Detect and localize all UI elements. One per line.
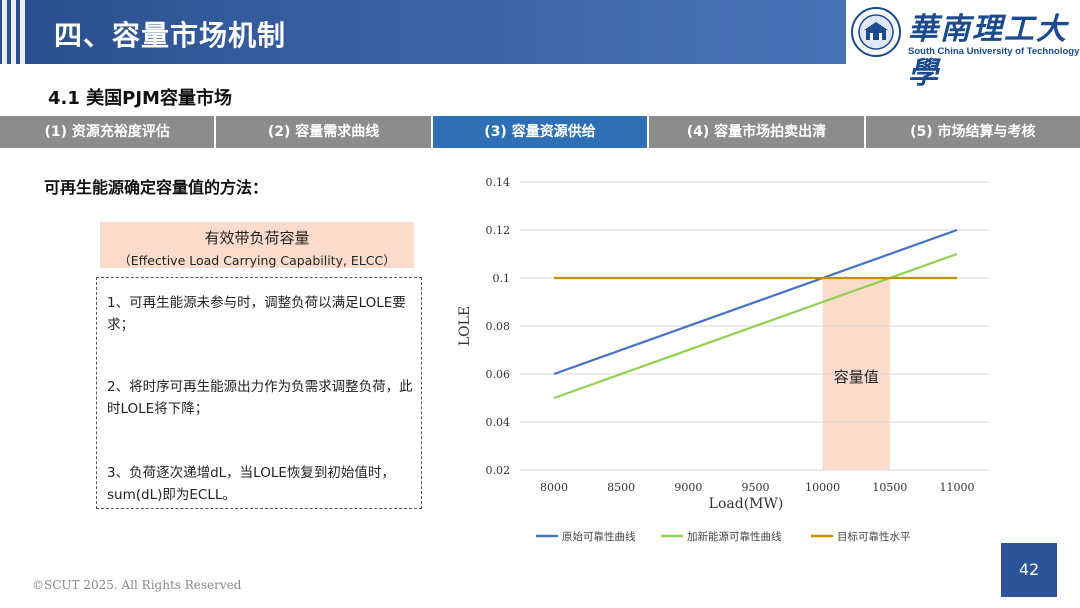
renewable-reliability-line — [553, 252, 958, 400]
y-tick-label: 0.06 — [486, 368, 511, 381]
section-subtitle: 4.1 美国PJM容量市场 — [48, 88, 232, 109]
steps-box: 1、可再生能源未参与时，调整负荷以满足LOLE要求； 2、将时序可再生能源出力作… — [96, 277, 422, 509]
tab-settlement[interactable]: (5) 市场结算与考核 — [865, 116, 1080, 148]
x-tick-label: 8500 — [607, 481, 635, 494]
method-heading: 可再生能源确定容量值的方法： — [44, 178, 269, 197]
page-title: 四、容量市场机制 — [54, 19, 287, 52]
lole-chart: 0.14 0.12 0.1 0.08 0.06 0.04 0.02 8000 8500 9000 9… — [457, 176, 990, 543]
topic-tabs: (1) 资源充裕度评估 (2) 容量需求曲线 (3) 容量资源供给 (4) 容量… — [0, 116, 1080, 148]
tab-auction-clearing[interactable]: (4) 容量市场拍卖出清 — [649, 116, 866, 148]
elcc-title: 有效带负荷容量 — [204, 229, 310, 247]
x-tick-label: 8000 — [540, 481, 568, 494]
y-tick-label: 0.08 — [486, 320, 511, 333]
y-tick-label: 0.14 — [486, 176, 511, 189]
logo-chinese-name: 華南理工大學 — [908, 12, 1068, 91]
elcc-subtitle: （Effective Load Carrying Capability, ELC… — [118, 253, 396, 268]
tab-resource-adequacy[interactable]: (1) 资源充裕度评估 — [0, 116, 217, 148]
tab-demand-curve[interactable]: (2) 容量需求曲线 — [216, 116, 433, 148]
original-reliability-line — [553, 228, 958, 376]
copyright-text: ©SCUT 2025. All Rights Reserved — [32, 578, 242, 592]
x-tick-label: 10000 — [805, 481, 840, 494]
x-tick-label: 10500 — [872, 481, 907, 494]
y-tick-label: 0.12 — [486, 224, 511, 237]
step-3: 3、负荷逐次递增dL，当LOLE恢复到初始值时，sum(dL)即为ECLL。 — [107, 465, 395, 503]
header-stripes — [0, 0, 40, 64]
tab-capacity-supply[interactable]: (3) 容量资源供给 — [432, 116, 650, 148]
elcc-definition-box: 有效带负荷容量 （Effective Load Carrying Capabil… — [100, 222, 414, 268]
title-bar: 四、容量市场机制 華南理工大學 South China University o… — [0, 0, 1080, 91]
x-axis-label: Load(MW) — [709, 496, 784, 512]
capacity-value-label: 容量值 — [834, 368, 879, 386]
y-tick-label: 0.04 — [486, 416, 511, 429]
logo-english-name: South China University of Technology — [908, 46, 1080, 57]
legend-label: 目标可靠性水平 — [837, 530, 911, 543]
legend-label: 原始可靠性曲线 — [562, 530, 636, 543]
step-1: 1、可再生能源未参与时，调整负荷以满足LOLE要求； — [107, 295, 406, 333]
y-tick-label: 0.02 — [486, 464, 511, 477]
university-logo: 華南理工大學 South China University of Technol… — [846, 0, 1080, 91]
page-number: 42 — [1001, 543, 1057, 597]
x-tick-label: 11000 — [940, 481, 975, 494]
university-seal-icon — [851, 7, 901, 57]
step-2: 2、将时序可再生能源出力作为负需求调整负荷，此时LOLE将下降； — [107, 379, 413, 417]
x-tick-label: 9000 — [674, 481, 702, 494]
y-tick-label: 0.1 — [493, 272, 511, 285]
x-tick-label: 9500 — [742, 481, 770, 494]
y-axis-label: LOLE — [457, 306, 473, 346]
legend-label: 加新能源可靠性曲线 — [687, 530, 782, 543]
